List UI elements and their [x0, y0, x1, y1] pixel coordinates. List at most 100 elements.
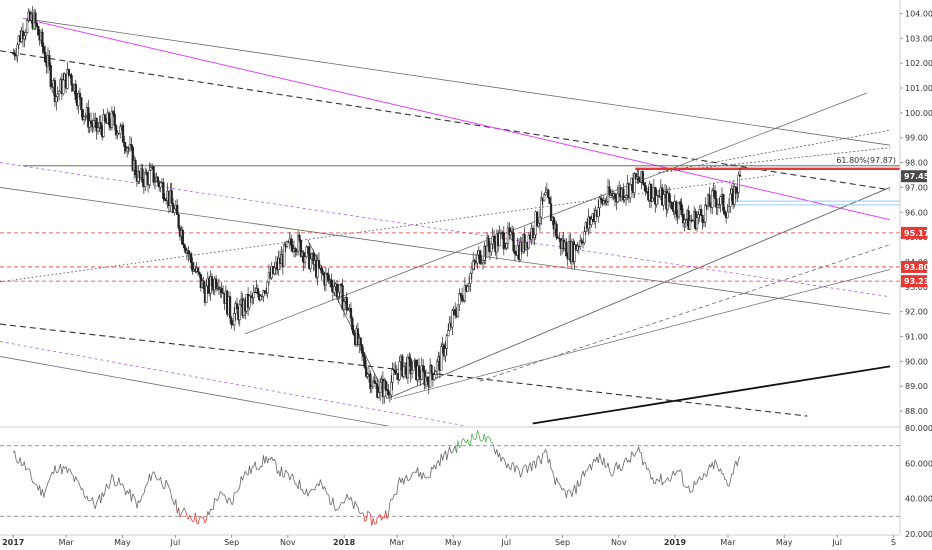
rsi-tick-label: 20.0000 [905, 530, 932, 539]
ascending-mid [386, 187, 891, 400]
rsi-line-segment [333, 506, 337, 512]
rsi-line-segment [692, 481, 695, 492]
rsi-line-segment [371, 518, 374, 526]
time-tick-label: 2018 [333, 538, 356, 547]
candle-body [531, 228, 535, 238]
candle-body [162, 182, 165, 199]
rsi-line-segment [218, 491, 221, 497]
candle-body [62, 79, 65, 94]
candle-body [716, 204, 719, 208]
rsi-line-segment [69, 469, 72, 475]
rsi-line-segment [369, 513, 373, 526]
candle-body [699, 209, 703, 216]
rsi-line-segment [618, 464, 621, 471]
rsi-line-segment [503, 458, 506, 462]
candle-body [345, 297, 348, 311]
candle-body [490, 243, 493, 253]
rsi-line-segment [187, 515, 191, 520]
rsi-line-segment [510, 462, 513, 471]
candle-body [473, 260, 476, 263]
rsi-line-segment [471, 433, 474, 439]
candle-body [410, 369, 414, 375]
price-badge [901, 226, 927, 239]
rsi-line-segment [656, 478, 659, 481]
candle-body [233, 313, 236, 326]
rsi-line-segment [359, 512, 361, 515]
rsi-line-segment [310, 488, 313, 491]
rsi-line-segment [671, 470, 674, 476]
rsi-line-segment [603, 457, 606, 468]
rsi-line-segment [301, 489, 305, 494]
candle-body [220, 288, 223, 293]
rsi-line-segment [86, 495, 89, 502]
price-badge-label: 97.45 [904, 172, 930, 181]
rsi-line-segment [73, 476, 77, 482]
rsi-line-segment [372, 518, 375, 524]
rsi-line-segment [664, 479, 667, 483]
candle-body [187, 250, 190, 255]
rsi-line-segment [389, 498, 392, 504]
candle-body [544, 192, 547, 196]
rsi-line-segment [119, 483, 122, 486]
time-tick-label: May [114, 538, 131, 547]
rsi-line-segment [445, 450, 448, 461]
price-tick-label: 93.00 [905, 283, 928, 292]
rsi-line-segment [178, 507, 181, 518]
rsi-line-segment [101, 492, 104, 497]
candle-body [695, 217, 699, 229]
rsi-line-segment [328, 494, 331, 505]
candle-body [42, 46, 45, 53]
rsi-line-segment [193, 512, 196, 522]
rsi-line-segment [643, 461, 646, 464]
candle-body [327, 274, 330, 281]
rsi-line-segment [488, 436, 491, 439]
rsi-line-segment [522, 465, 525, 468]
rsi-line-segment [514, 465, 517, 473]
candle-body [674, 201, 678, 215]
rsi-line-segment [565, 490, 569, 498]
price-tick-label: 97.00 [905, 183, 928, 192]
rsi-line-segment [684, 486, 687, 488]
rsi-line-segment [638, 446, 641, 453]
rsi-line-segment [492, 442, 495, 449]
rsi-line-segment [208, 508, 211, 516]
rsi-line-segment [236, 489, 239, 493]
candle-body [67, 68, 70, 75]
rsi-line-segment [502, 456, 505, 459]
rsi-line-segment [224, 494, 227, 499]
candle-body [228, 296, 232, 319]
ascending-lower [393, 269, 891, 400]
rsi-line-segment [114, 484, 117, 487]
rsi-line-segment [681, 471, 684, 485]
rsi-line-segment [449, 446, 452, 453]
candle-body [579, 240, 582, 247]
rsi-line-segment [175, 499, 178, 514]
rsi-line-segment [299, 479, 302, 490]
price-tick-label: 100.00 [905, 109, 932, 118]
rsi-line-segment [631, 451, 634, 455]
candle-body [70, 75, 73, 86]
candle-body [463, 285, 467, 301]
rsi-line-segment [307, 492, 310, 497]
candle-body [406, 356, 410, 378]
candle-body [256, 288, 259, 295]
dashed-resistance [0, 50, 891, 191]
rsi-line-segment [421, 472, 424, 480]
rsi-line-segment [597, 453, 601, 463]
rsi-line-segment [332, 497, 335, 507]
rsi-line-segment [401, 477, 405, 485]
rsi-line-segment [240, 476, 243, 481]
candle-body [697, 214, 700, 219]
rsi-line-segment [456, 440, 459, 454]
rsi-panel [0, 430, 900, 526]
candle-body [547, 189, 550, 198]
rsi-line-segment [335, 509, 338, 512]
price-badge-label: 93.80 [904, 263, 930, 272]
candle-body [173, 208, 176, 213]
rsi-line-segment [425, 476, 428, 479]
candle-body [123, 142, 126, 147]
rsi-line-segment [346, 494, 349, 499]
rsi-line-segment [82, 488, 85, 496]
rsi-line-segment [264, 456, 267, 464]
